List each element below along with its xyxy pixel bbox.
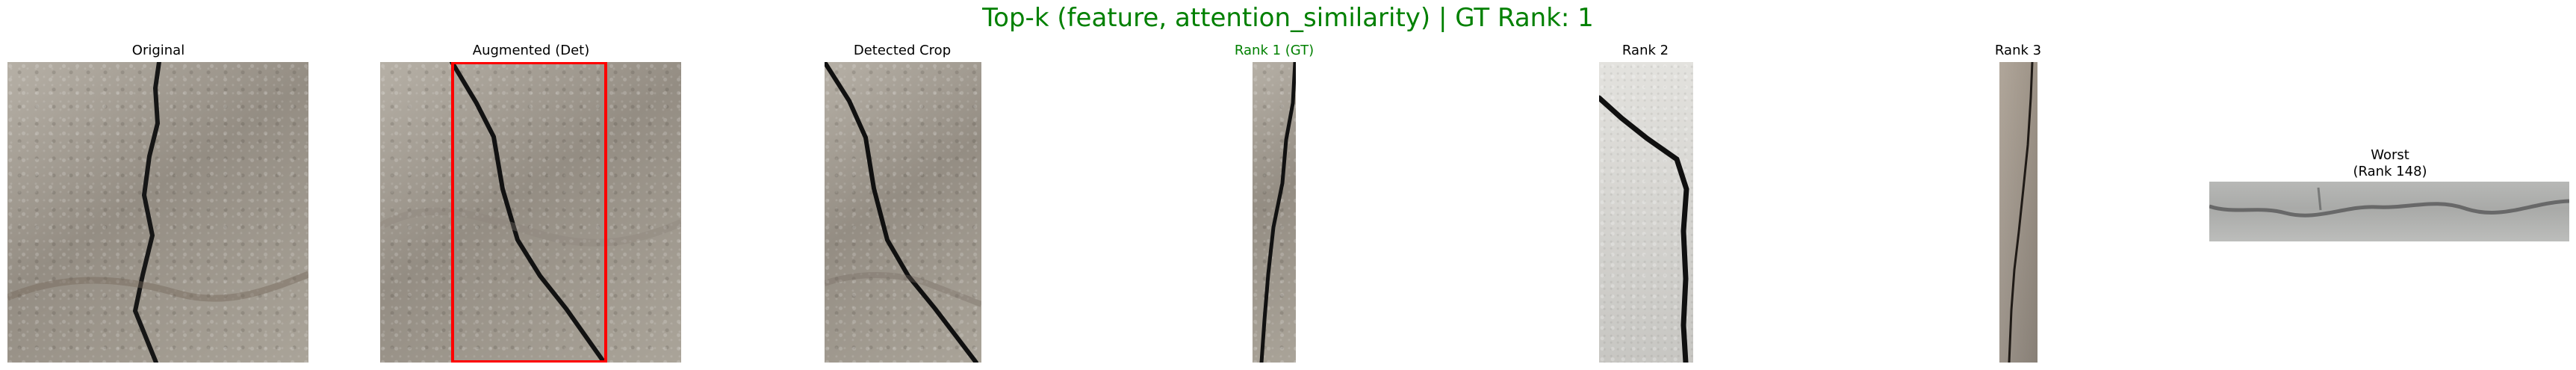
rank-3-crack — [2008, 62, 2034, 363]
augmented-crack — [380, 62, 681, 363]
rank-2-image — [1599, 62, 1693, 363]
panel-title-detected-crop: Detected Crop — [853, 43, 952, 58]
augmented-image — [380, 62, 681, 363]
panel-title-rank-1: Rank 1 (GT) — [1234, 43, 1315, 58]
rank-1-image — [1253, 62, 1296, 363]
rank-3-image — [1999, 62, 2037, 363]
worst-image — [2209, 182, 2569, 241]
detection-box — [451, 62, 607, 363]
detected-crop-image — [825, 62, 981, 363]
panel-title-worst: Worst (Rank 148) — [2353, 147, 2427, 179]
worst-crack — [2209, 187, 2569, 218]
rank-1-crack — [1259, 62, 1296, 363]
panel-title-augmented: Augmented (Det) — [472, 43, 590, 58]
panel-title-rank-3: Rank 3 — [1994, 43, 2042, 58]
rank-2-crack — [1599, 95, 1689, 363]
panel-title-rank-2: Rank 2 — [1621, 43, 1669, 58]
detected-crop-crack — [825, 62, 981, 363]
original-image — [7, 62, 308, 363]
panel-title-original: Original — [131, 43, 185, 58]
original-crack — [7, 62, 308, 363]
figure-title: Top-k (feature, attention_similarity) | … — [982, 3, 1594, 33]
